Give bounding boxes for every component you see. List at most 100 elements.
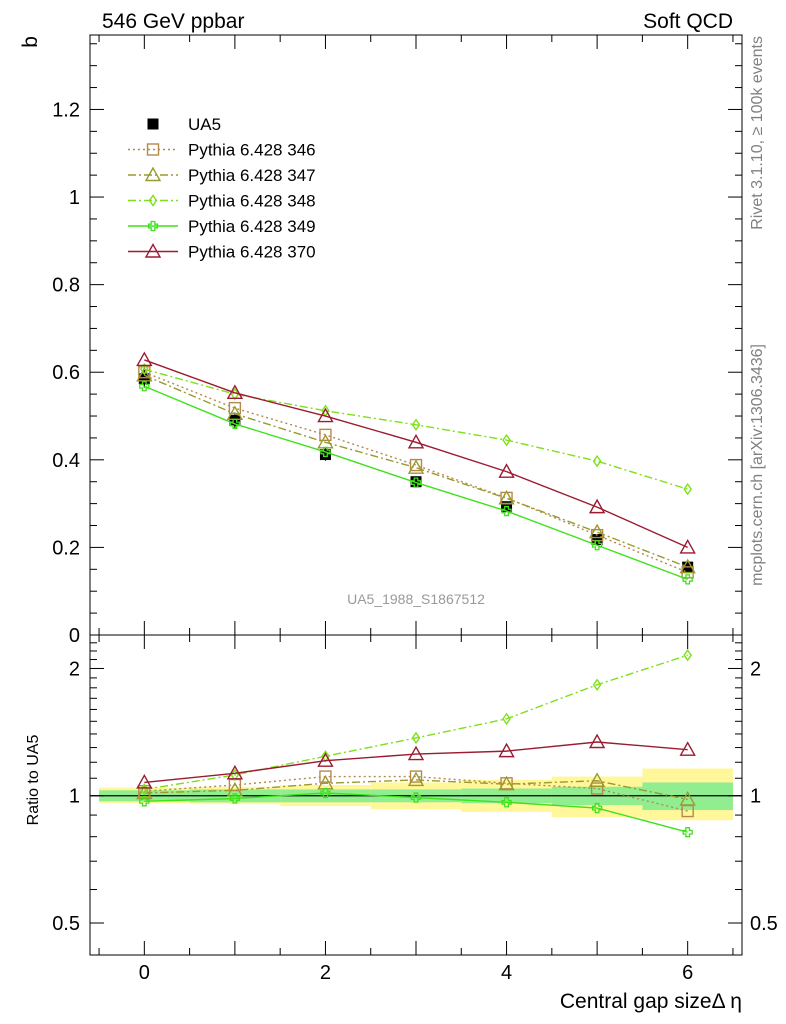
- ratio-series-marker: [411, 731, 421, 745]
- ratio-y-tick-label-left: 0.5: [52, 913, 80, 935]
- main-axis-ticks: [90, 35, 742, 636]
- ratio-series-marker: [317, 752, 334, 767]
- main-panel: 0 0.2 0.4 0.6 0.8 1 1.2 b UA5_1988_S1867512 UA…: [19, 34, 743, 647]
- series-marker: [679, 538, 696, 554]
- ratio-y-tick-label-right: 2: [750, 658, 761, 680]
- legend-label: Pythia 6.428 346: [188, 141, 316, 160]
- x-tick-label: 0: [139, 962, 150, 984]
- ratio-y-tick-label-right: 1: [750, 786, 761, 808]
- main-y-tick-label: 0: [69, 625, 80, 647]
- header-category-label: Soft QCD: [643, 10, 733, 33]
- x-tick-label: 2: [320, 962, 331, 984]
- ratio-series-marker: [320, 787, 331, 799]
- ratio-series-marker: [682, 827, 693, 838]
- data-point: [229, 414, 241, 426]
- series-marker: [410, 477, 422, 488]
- series-marker: [498, 463, 515, 478]
- series-marker: [226, 384, 244, 400]
- series-pythia-6-428-370: [136, 351, 696, 554]
- ratio-series-marker: [498, 775, 515, 791]
- legend-entry: Pythia 6.428 347: [128, 166, 316, 185]
- ratio-series-marker: [590, 782, 604, 795]
- ratio-axis-ticks: [90, 635, 742, 955]
- ratio-tick-labels: 0.5 0.5 1 1 2 2 0 2 4 6: [52, 658, 778, 984]
- ratio-y-tick-label-left: 1: [69, 786, 80, 808]
- series-ua5: [138, 370, 694, 573]
- ratio-series-marker: [683, 648, 693, 662]
- series-marker: [679, 558, 696, 574]
- ratio-y-tick-label-right: 0.5: [750, 913, 778, 935]
- series-line: [144, 385, 688, 581]
- ratio-series-pythia-6-428-349: [139, 787, 693, 838]
- x-tick-label: 6: [682, 962, 693, 984]
- legend-marker: [148, 194, 158, 207]
- series-marker: [139, 381, 150, 392]
- series-marker: [138, 366, 151, 379]
- series-marker: [407, 433, 425, 449]
- ratio-series-marker: [226, 764, 244, 780]
- legend-marker: [147, 118, 159, 130]
- ratio-series-marker: [588, 772, 606, 787]
- x-tick-label: 4: [501, 962, 512, 984]
- rivet-version-label: Rivet 3.1.10, ≥ 100k events: [749, 36, 766, 230]
- series-line: [144, 374, 688, 568]
- series-marker: [136, 351, 153, 367]
- ratio-y-axis-label: Ratio to UA5: [25, 735, 42, 826]
- series-pythia-6-428-348: [139, 362, 693, 496]
- main-series-group: [136, 351, 696, 585]
- main-y-tick-label: 0.8: [52, 275, 80, 297]
- legend-entry: UA5: [147, 115, 221, 134]
- ratio-series-marker: [679, 791, 696, 806]
- x-axis-label: Central gap sizeΔ η: [560, 990, 742, 1013]
- ratio-series-marker: [502, 712, 511, 726]
- ratio-series-marker: [229, 793, 241, 804]
- main-y-axis-label: b: [19, 36, 42, 48]
- legend-label: UA5: [188, 115, 221, 134]
- series-marker: [229, 418, 241, 430]
- main-y-tick-label: 0.6: [52, 362, 80, 384]
- series-marker: [592, 454, 602, 468]
- ratio-series-line: [144, 792, 688, 833]
- legend-entry: Pythia 6.428 346: [128, 141, 316, 160]
- main-y-tick-label: 0.2: [52, 537, 80, 559]
- ratio-series-marker: [226, 781, 244, 797]
- ratio-series-marker: [407, 745, 425, 761]
- legend-entry: Pythia 6.428 349: [128, 217, 316, 236]
- ratio-uncertainty-bands: [99, 768, 733, 821]
- series-pythia-6-428-349: [139, 381, 693, 585]
- ratio-series-marker: [588, 733, 606, 749]
- ratio-series-pythia-6-428-370: [136, 733, 696, 789]
- ratio-series-marker: [591, 802, 603, 814]
- legend-marker: [146, 143, 160, 156]
- data-point: [410, 476, 422, 488]
- ratio-series-line: [144, 779, 688, 801]
- legend-entry: Pythia 6.428 348: [128, 192, 316, 211]
- ratio-series-marker: [592, 678, 602, 692]
- data-point: [319, 449, 331, 461]
- legend: UA5 Pythia 6.428 346 Pythia 6.428 347 Pythi…: [128, 115, 316, 262]
- ratio-panel: 0.5 0.5 1 1 2 2 0 2 4 6 Ratio to UA5 Central gap …: [25, 634, 778, 1013]
- data-point: [591, 534, 603, 546]
- series-marker: [502, 433, 511, 447]
- main-tick-labels: 0 0.2 0.4 0.6 0.8 1 1.2: [52, 99, 80, 647]
- mcplots-source-label: mcplots.cern.ch [arXiv:1306.3436]: [749, 344, 766, 586]
- ratio-series-marker: [409, 770, 423, 783]
- series-marker: [411, 418, 421, 432]
- ratio-series-group: [136, 648, 696, 838]
- legend-marker: [144, 243, 162, 258]
- ratio-series-marker: [319, 770, 332, 783]
- series-marker: [588, 498, 606, 514]
- legend-label: Pythia 6.428 347: [188, 166, 316, 185]
- ratio-series-line: [144, 654, 688, 791]
- series-line: [144, 368, 688, 490]
- header-energy-label: 546 GeV ppbar: [102, 10, 244, 33]
- series-marker: [319, 428, 332, 442]
- legend-label: Pythia 6.428 370: [188, 243, 316, 262]
- series-marker: [588, 523, 606, 539]
- series-marker: [139, 362, 149, 376]
- legend-label: Pythia 6.428 349: [188, 217, 316, 236]
- legend-marker: [144, 166, 162, 182]
- ratio-series-line: [144, 775, 688, 812]
- ratio-series-marker: [498, 742, 515, 758]
